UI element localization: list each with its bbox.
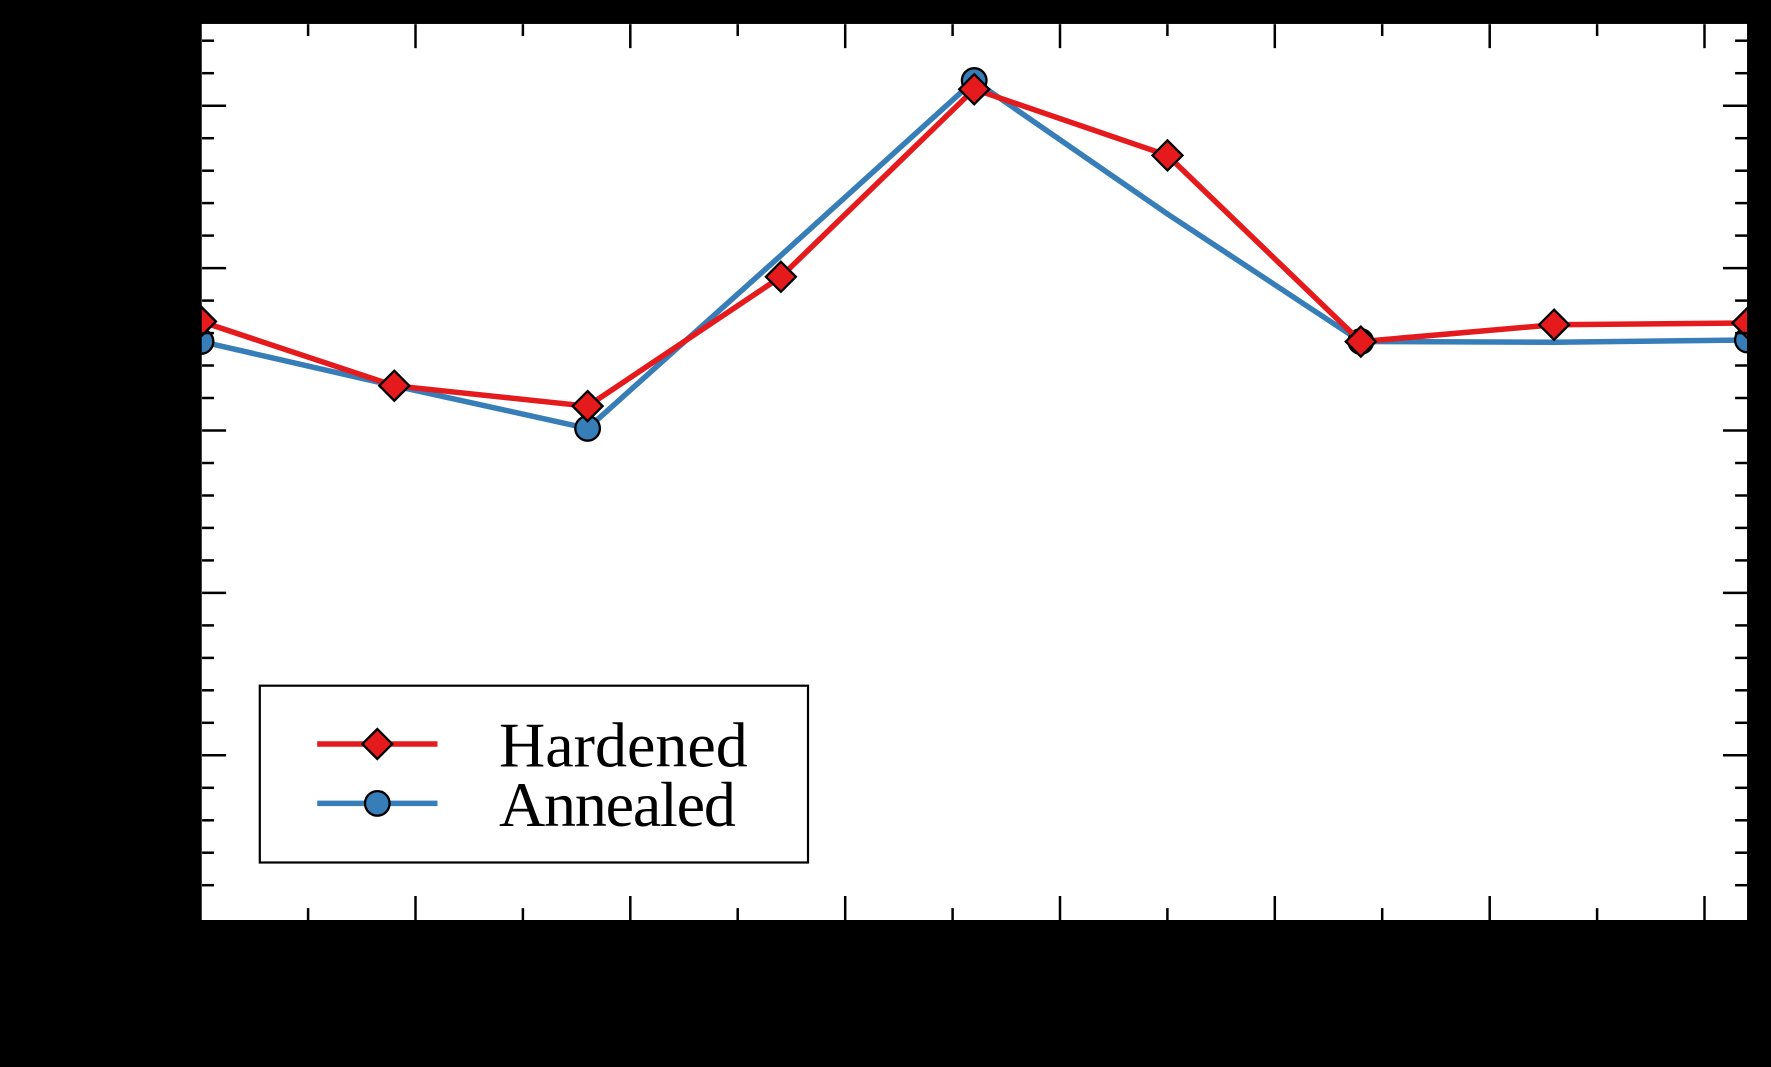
svg-text:Annealed: Annealed (499, 769, 736, 840)
svg-text:Hardened: Hardened (499, 710, 748, 781)
